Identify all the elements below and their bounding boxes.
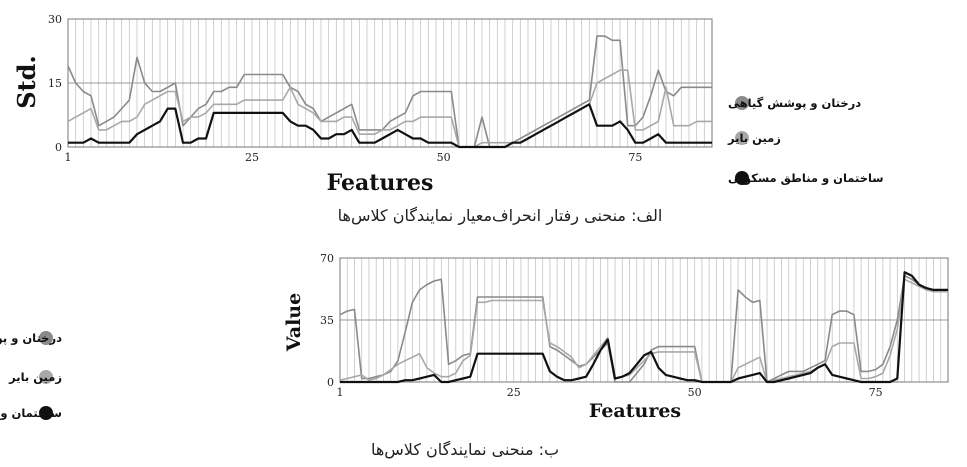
chart-std-series-1-line (67, 35, 712, 148)
chart-std-ylabel: Std. (12, 55, 41, 109)
chart-value-legend-swatch-2 (39, 370, 53, 384)
chart-std-legend-swatch-2 (735, 131, 749, 145)
chart-std-grid (67, 18, 713, 148)
chart-value-legend-label-3: ساختمان و مناطق مسکونی (0, 406, 62, 421)
chart-value-ticks: 0 35 70 1 25 50 75 (320, 252, 883, 399)
chart-value-xtick-label: 50 (688, 386, 702, 399)
chart-value-legend: درختان و پوشش گیاهی زمین بایر ساختمان و من… (0, 331, 62, 421)
chart-value-legend-swatch-3 (39, 406, 53, 420)
chart-std-caption: الف: منحنی رفتار انحراف‌معیار نمایندگان … (338, 206, 663, 226)
chart-value-ytick-label: 0 (327, 376, 334, 389)
chart-std-xtick-label: 75 (628, 151, 642, 164)
chart-value-series-1-line (339, 274, 948, 383)
chart-std-legend-swatch-3 (735, 171, 749, 185)
chart-std-frame (67, 18, 713, 148)
chart-std-ytick-label: 15 (48, 77, 62, 90)
chart-std-xtick-label: 50 (437, 151, 451, 164)
chart-value-xtick-label: 25 (507, 386, 521, 399)
chart-value-ytick-label: 70 (320, 252, 334, 265)
chart-std-legend: درختان و پوشش گیاهی زمین بایر ساختمان و من… (727, 96, 884, 186)
chart-value-series-3-line (340, 271, 948, 384)
chart-std-legend-label-1: درختان و پوشش گیاهی (728, 96, 861, 111)
chart-value-series-2-line (339, 278, 948, 383)
chart-std-ytick-label: 0 (55, 141, 62, 154)
chart-std-series-3-line (68, 103, 712, 149)
chart-std-xlabel: Features (327, 170, 434, 196)
chart-value-frame (339, 257, 949, 383)
chart-value-series-group (339, 271, 948, 384)
chart-value: 0 35 70 1 25 50 75 Value Features درختان و پوش… (0, 252, 949, 459)
chart-std-series-group (67, 35, 712, 149)
chart-value-xlabel: Features (589, 400, 681, 422)
chart-std-series-2-line (67, 69, 712, 148)
chart-value-ytick-label: 35 (320, 314, 334, 327)
chart-std-ytick-label: 30 (48, 13, 62, 26)
chart-std-xtick-label: 1 (65, 151, 72, 164)
chart-value-plot-area (339, 257, 949, 383)
chart-std-legend-swatch-1 (735, 96, 749, 110)
chart-std-plot-area (67, 18, 713, 148)
chart-std-xtick-label: 25 (245, 151, 259, 164)
chart-std-ticks: 0 15 30 1 25 50 75 (48, 13, 642, 164)
chart-value-ylabel: Value (283, 293, 305, 352)
chart-value-caption: ب: منحنی نمایندگان کلاس‌ها (371, 440, 559, 459)
chart-value-legend-label-2: زمین بایر (8, 370, 62, 384)
chart-std-legend-label-2: زمین بایر (727, 131, 781, 145)
chart-std: 0 15 30 1 25 50 75 Std. Features درختان و پوشش… (12, 13, 884, 226)
chart-value-xtick-label: 1 (337, 386, 344, 399)
chart-std-legend-label-3: ساختمان و مناطق مسکونی (728, 171, 884, 186)
chart-value-legend-label-1: درختان و پوشش گیاهی (0, 331, 62, 346)
chart-value-xtick-label: 75 (869, 386, 883, 399)
chart-value-legend-swatch-1 (39, 331, 53, 345)
